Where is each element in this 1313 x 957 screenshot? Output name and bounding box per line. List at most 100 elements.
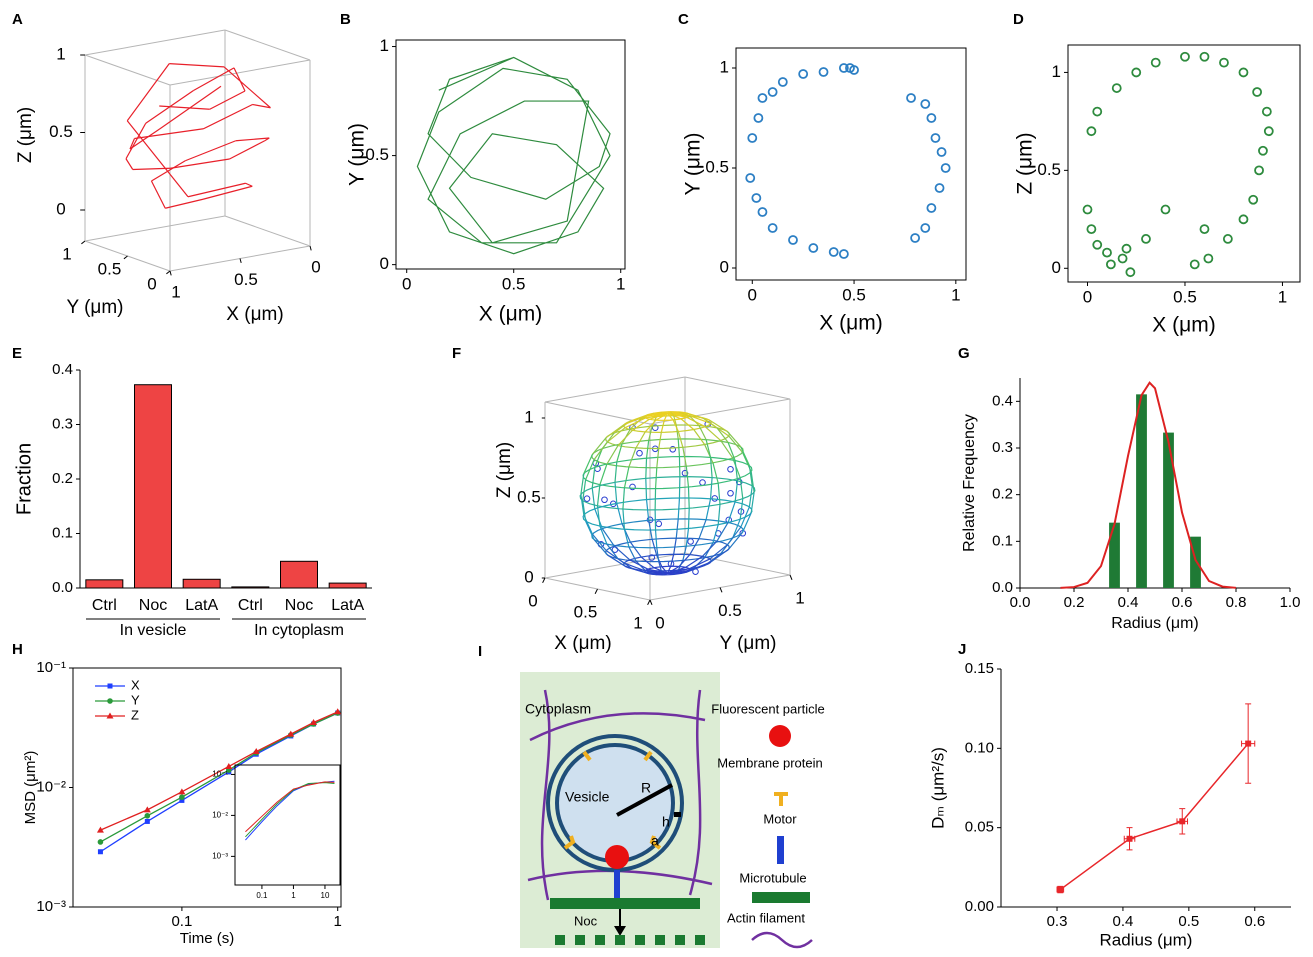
panel-label: E — [12, 345, 22, 362]
point — [930, 133, 941, 143]
sphere-meridian — [709, 457, 713, 478]
sphere-meridian — [607, 427, 626, 443]
point — [777, 77, 788, 87]
point — [936, 147, 947, 157]
membrane-proteins — [563, 750, 662, 850]
sphere-meridian — [629, 414, 649, 422]
label: Cytoplasm — [525, 701, 591, 717]
point — [1141, 234, 1151, 244]
sphere-meridian — [661, 566, 668, 574]
point — [727, 489, 734, 497]
sphere-meridian — [685, 555, 703, 568]
sphere-meridian — [680, 418, 695, 430]
sphere-meridian — [607, 554, 626, 567]
z-tick-label: 1 — [524, 407, 533, 426]
x-tick — [594, 588, 598, 595]
panel-label: B — [340, 11, 351, 28]
trajectory-segment — [129, 128, 160, 150]
point — [926, 113, 937, 123]
sphere-meridian — [678, 411, 691, 417]
y-tick-label: 0.2 — [52, 470, 73, 487]
trajectory-segment — [126, 63, 170, 122]
sphere-meridian — [682, 546, 687, 561]
sphere-meridian — [739, 498, 744, 520]
sphere-meridian — [727, 501, 736, 523]
series-line — [100, 711, 338, 831]
trajectory-segment — [245, 182, 253, 187]
sphere-meridian — [583, 453, 594, 474]
x-tick-label: Ctrl — [238, 597, 263, 614]
sphere-meridian — [623, 415, 646, 426]
sphere-meridian — [702, 540, 718, 557]
y-tick-label: 10⁻³ — [36, 898, 66, 915]
point — [940, 163, 951, 173]
sphere-meridian — [677, 438, 681, 457]
bar — [134, 384, 172, 589]
sphere-meridian — [649, 412, 668, 420]
sphere-meridian — [632, 568, 650, 575]
sphere-meridian — [593, 441, 609, 461]
y-tick-label: 0.5 — [98, 259, 122, 278]
sphere-meridian — [705, 498, 712, 520]
point — [1057, 886, 1064, 893]
y-tick-label: 0.00 — [965, 898, 994, 915]
point — [1263, 126, 1274, 137]
sphere-meridian — [727, 442, 736, 461]
point — [1222, 234, 1233, 244]
marker — [96, 826, 104, 833]
sphere-meridian — [593, 539, 609, 556]
marker — [144, 818, 150, 824]
marker — [106, 712, 114, 719]
x-tick — [169, 270, 172, 276]
point — [828, 247, 839, 257]
bar — [1136, 394, 1147, 588]
marker — [225, 762, 233, 769]
point — [1238, 67, 1249, 78]
sphere-meridian — [720, 440, 734, 459]
label: a — [651, 833, 659, 849]
panel-label: D — [1013, 11, 1024, 28]
sphere-meridian — [606, 543, 619, 560]
z-axis-label: Z (μm) — [494, 442, 515, 498]
point — [1082, 204, 1093, 215]
sphere-meridian — [585, 520, 595, 540]
point — [1105, 259, 1116, 270]
x-tick-label: LatA — [331, 597, 364, 614]
point — [636, 449, 643, 457]
point — [651, 424, 659, 432]
y-tick-label: 0.0 — [52, 579, 73, 596]
point — [751, 193, 762, 203]
sphere-meridian — [734, 480, 739, 502]
y-tick-label: 0 — [720, 257, 729, 276]
point — [818, 67, 829, 77]
sphere-meridian — [624, 417, 646, 429]
inset-line — [245, 780, 335, 841]
x-tick-label: 0.1 — [256, 891, 268, 900]
y-tick-label: 1 — [62, 244, 71, 263]
y-tick-label: 0.05 — [965, 819, 994, 836]
x-tick-label: 0.5 — [234, 270, 258, 289]
x-tick-label: 1 — [616, 275, 625, 294]
sphere-meridian — [648, 520, 653, 540]
actin — [527, 689, 713, 901]
sphere-meridian — [582, 500, 587, 522]
microtubule — [550, 898, 700, 909]
point — [1086, 224, 1097, 235]
point — [747, 133, 758, 143]
sphere-meridian — [660, 570, 665, 576]
sphere-meridian — [656, 448, 660, 468]
y-axis-label: MSD (μm²) — [22, 751, 39, 825]
sphere-meridian — [716, 522, 729, 542]
group-label: In cytoplasm — [254, 622, 344, 639]
inset-line — [245, 781, 335, 833]
sphere-meridian — [596, 505, 601, 527]
box-edge — [224, 29, 311, 61]
z-tick-label: 0 — [524, 567, 533, 586]
sphere-meridian — [673, 415, 677, 426]
sphere-meridian — [750, 492, 755, 514]
sphere-meridian — [740, 506, 750, 528]
line — [1059, 743, 1249, 891]
panel-label: I — [478, 643, 482, 660]
y-tick-label: 0.4 — [52, 361, 73, 378]
x-tick-label: 1 — [633, 613, 642, 632]
